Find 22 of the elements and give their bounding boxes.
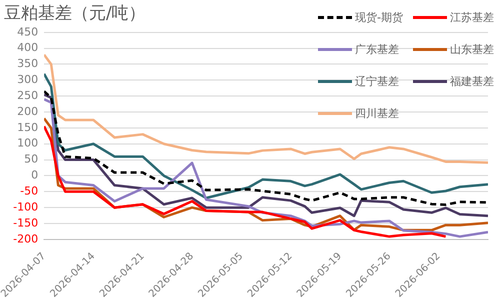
y-tick-label: 150 xyxy=(17,120,38,134)
y-tick-label: 200 xyxy=(17,104,38,118)
legend-label: 山东基差 xyxy=(450,42,494,57)
legend-label: 广东基差 xyxy=(355,42,400,57)
y-tick-label: 250 xyxy=(17,88,38,102)
y-tick-label: -100 xyxy=(13,200,38,214)
legend-label: 辽宁基差 xyxy=(355,74,400,89)
y-tick-label: 300 xyxy=(17,73,38,86)
y-tick-label: 0 xyxy=(31,168,38,182)
legend-label: 四川基差 xyxy=(355,106,400,121)
y-tick-label: 450 xyxy=(17,25,38,38)
y-tick-label: 350 xyxy=(17,57,38,70)
y-tick-label: 400 xyxy=(17,41,38,54)
y-tick-label: -200 xyxy=(13,232,38,246)
y-tick-label: 100 xyxy=(17,136,38,150)
chart-title: 豆粕基差（元/吨） xyxy=(4,4,146,24)
y-tick-label: -50 xyxy=(20,184,38,198)
legend-label: 福建基差 xyxy=(450,74,494,89)
legend-label: 江苏基差 xyxy=(450,10,494,25)
legend-label: 现货-期货 xyxy=(355,10,403,25)
y-tick-label: 50 xyxy=(24,152,38,166)
y-tick-label: -150 xyxy=(13,216,38,230)
